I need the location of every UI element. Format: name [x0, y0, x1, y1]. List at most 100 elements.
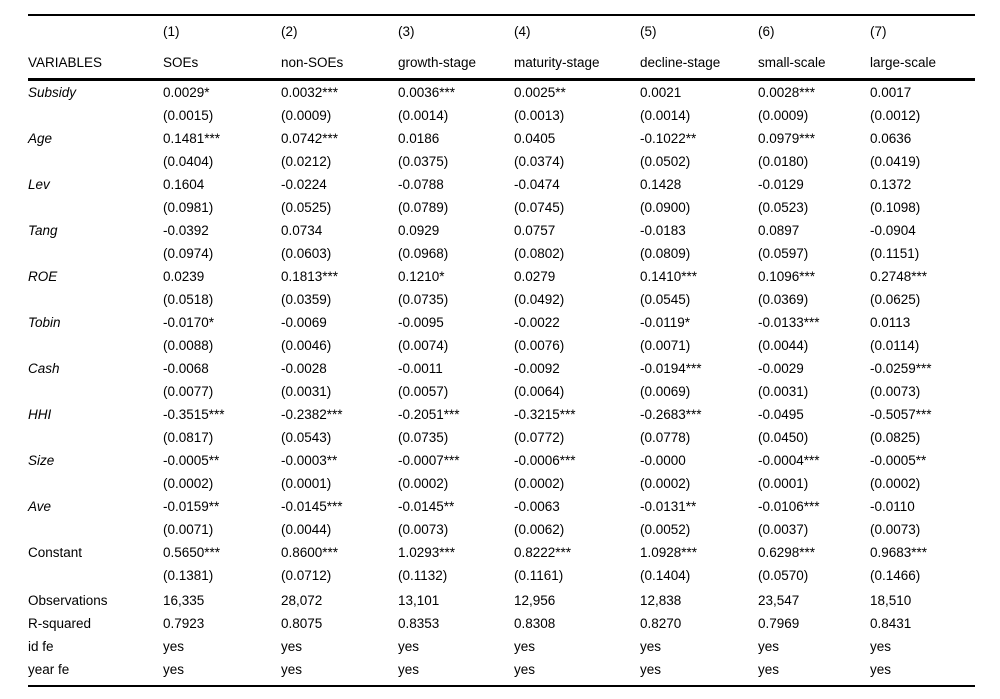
- coef-cell: 0.0742***: [281, 131, 339, 146]
- stat-cell: yes: [640, 639, 662, 654]
- stat-cell: 23,547: [758, 593, 800, 608]
- se-cell: (0.1404): [640, 568, 691, 583]
- se-cell: (0.0057): [398, 384, 449, 399]
- header-row-models: VARIABLES SOEs non-SOEs growth-stage maturit…: [28, 47, 975, 80]
- empty-label-cell: [28, 150, 163, 173]
- empty-label-cell: [28, 288, 163, 311]
- stat-cell: yes: [514, 639, 536, 654]
- coef-cell: -0.0119*: [640, 315, 691, 330]
- column-number: (6): [758, 24, 775, 39]
- se-cell: (0.0789): [398, 200, 449, 215]
- coef-cell: 0.1428: [640, 177, 682, 192]
- se-cell: (0.0359): [281, 292, 332, 307]
- se-cell: (0.0114): [870, 338, 920, 353]
- stat-cell: 13,101: [398, 593, 440, 608]
- se-row: (0.0015) (0.0009) (0.0014) (0.0013) (0.0014)…: [28, 104, 975, 127]
- stat-row: year fe yes yes yes yes yes yes yes: [28, 658, 975, 686]
- coef-cell: -0.0007***: [398, 453, 460, 468]
- coef-row: Size -0.0005** -0.0003** -0.0007*** -0.0006*…: [28, 449, 975, 472]
- coef-cell: 1.0928***: [640, 545, 698, 560]
- coef-cell: 0.1813***: [281, 269, 339, 284]
- coef-cell: 0.9683***: [870, 545, 928, 560]
- empty-label-cell: [28, 196, 163, 219]
- stat-cell: yes: [398, 662, 420, 677]
- se-cell: (0.0745): [514, 200, 565, 215]
- se-cell: (0.0031): [758, 384, 809, 399]
- se-cell: (0.0778): [640, 430, 691, 445]
- stat-row: id fe yes yes yes yes yes yes yes: [28, 635, 975, 658]
- model-label: non-SOEs: [281, 55, 344, 70]
- stat-cell: yes: [281, 662, 303, 677]
- empty-label-cell: [28, 104, 163, 127]
- coef-cell: -0.0474: [514, 177, 560, 192]
- coef-cell: -0.0092: [514, 361, 560, 376]
- coef-cell: -0.0106***: [758, 499, 820, 514]
- se-cell: (0.1132): [398, 568, 448, 583]
- stat-label: R-squared: [28, 616, 92, 631]
- coef-cell: -0.0392: [163, 223, 209, 238]
- empty-label-cell: [28, 426, 163, 449]
- coef-cell: -0.0005**: [163, 453, 220, 468]
- coef-cell: -0.3515***: [163, 407, 225, 422]
- coef-cell: -0.0028: [281, 361, 327, 376]
- column-number: (2): [281, 24, 298, 39]
- se-cell: (0.0062): [514, 522, 565, 537]
- model-label: decline-stage: [640, 55, 721, 70]
- se-cell: (0.0074): [398, 338, 449, 353]
- column-number: (5): [640, 24, 657, 39]
- coef-cell: 0.6298***: [758, 545, 816, 560]
- stat-cell: 0.8270: [640, 616, 682, 631]
- coef-cell: 0.0021: [640, 85, 682, 100]
- coef-row: Cash -0.0068 -0.0028 -0.0011 -0.0092 -0.0194*…: [28, 357, 975, 380]
- se-cell: (0.0031): [281, 384, 332, 399]
- se-cell: (0.1098): [870, 200, 921, 215]
- variable-label: Age: [28, 131, 53, 146]
- se-cell: (0.0052): [640, 522, 691, 537]
- stat-label: Observations: [28, 593, 108, 608]
- coef-cell: 0.0757: [514, 223, 556, 238]
- coef-cell: -0.5057***: [870, 407, 932, 422]
- se-cell: (0.0518): [163, 292, 214, 307]
- coef-cell: -0.0194***: [640, 361, 702, 376]
- se-cell: (0.0002): [640, 476, 691, 491]
- se-cell: (0.0009): [758, 108, 809, 123]
- coef-cell: -0.0170*: [163, 315, 215, 330]
- se-row: (0.0088) (0.0046) (0.0074) (0.0076) (0.0071)…: [28, 334, 975, 357]
- column-number: (4): [514, 24, 531, 39]
- coef-cell: -0.0788: [398, 177, 444, 192]
- coef-cell: -0.2051***: [398, 407, 460, 422]
- coef-cell: 0.0017: [870, 85, 912, 100]
- stat-label: year fe: [28, 662, 70, 677]
- stat-cell: yes: [163, 662, 185, 677]
- empty-label-cell: [28, 564, 163, 587]
- se-cell: (0.0374): [514, 154, 565, 169]
- coef-cell: -0.0068: [163, 361, 209, 376]
- coef-cell: 0.1410***: [640, 269, 698, 284]
- header-row-numbers: (1) (2) (3) (4) (5) (6) (7): [28, 15, 975, 47]
- coef-cell: -0.2382***: [281, 407, 343, 422]
- coef-cell: 0.0897: [758, 223, 800, 238]
- stat-cell: 28,072: [281, 593, 323, 608]
- coef-cell: -0.0145***: [281, 499, 343, 514]
- empty-label-cell: [28, 242, 163, 265]
- coef-cell: -0.3215***: [514, 407, 576, 422]
- coef-cell: 0.0186: [398, 131, 440, 146]
- coef-cell: 0.0032***: [281, 85, 339, 100]
- coef-cell: 0.0028***: [758, 85, 816, 100]
- table-header: (1) (2) (3) (4) (5) (6) (7) VARIABLES SOEs non-SO…: [28, 15, 975, 80]
- coef-cell: 1.0293***: [398, 545, 456, 560]
- se-cell: (0.0009): [281, 108, 332, 123]
- model-label: small-scale: [758, 55, 826, 70]
- variable-label: Ave: [28, 499, 52, 514]
- stat-cell: yes: [870, 639, 892, 654]
- coef-cell: -0.1022**: [640, 131, 697, 146]
- variables-header: VARIABLES: [28, 55, 103, 70]
- column-number: (7): [870, 24, 887, 39]
- variable-label: Cash: [28, 361, 60, 376]
- coef-row: ROE 0.0239 0.1813*** 0.1210* 0.0279 0.1410***…: [28, 265, 975, 288]
- stat-cell: yes: [870, 662, 892, 677]
- se-row: (0.0981) (0.0525) (0.0789) (0.0745) (0.0900)…: [28, 196, 975, 219]
- se-cell: (0.0044): [758, 338, 809, 353]
- se-row: (0.0817) (0.0543) (0.0735) (0.0772) (0.0778)…: [28, 426, 975, 449]
